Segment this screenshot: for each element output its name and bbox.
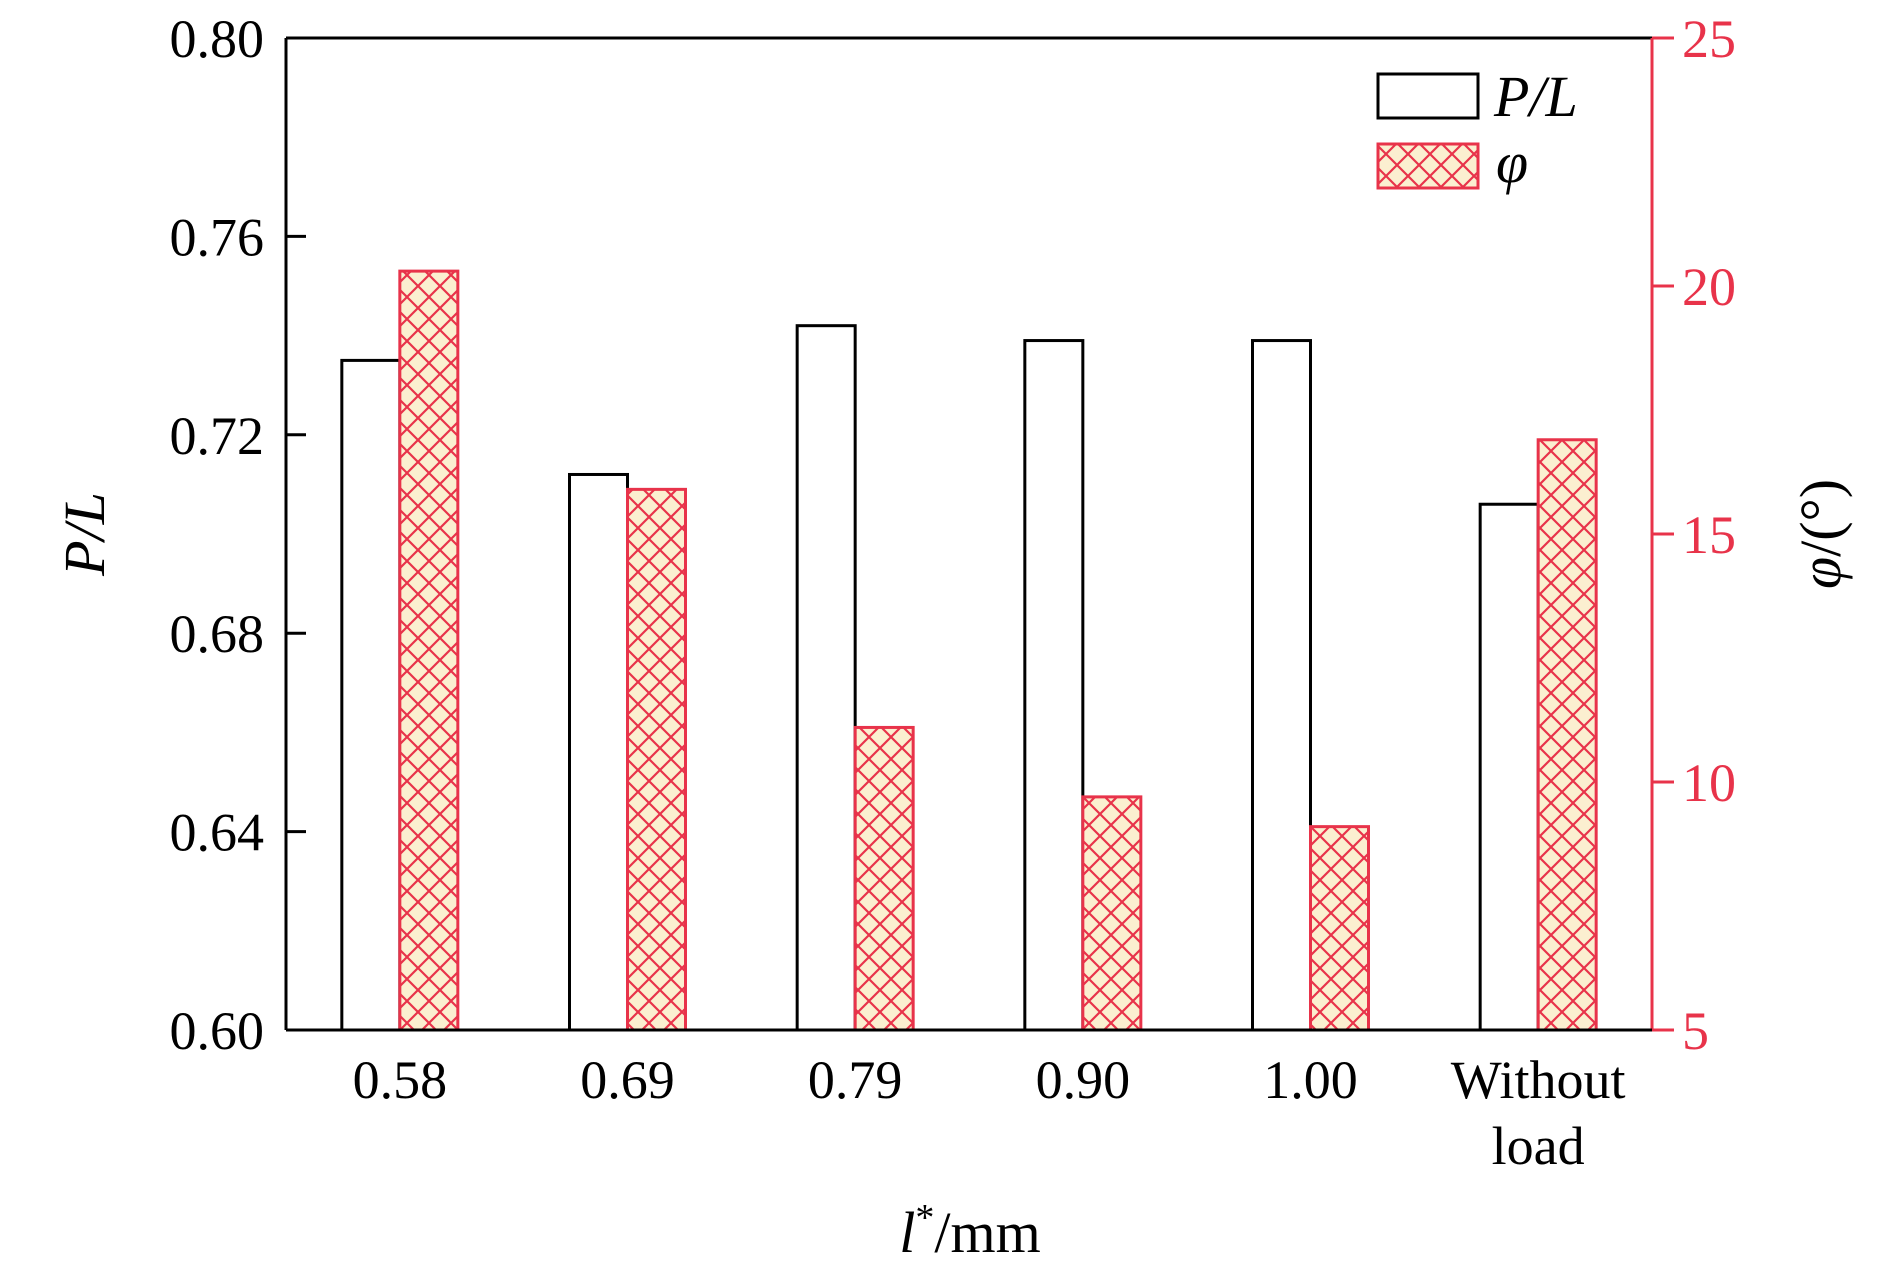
- x-tick-label-1: 0.69: [580, 1050, 675, 1110]
- legend-swatch-phi: [1376, 142, 1480, 190]
- bar-phi-5: [1536, 438, 1598, 1032]
- legend-label-phi: φ: [1496, 130, 1528, 195]
- x-tick-label-5: Without: [1451, 1050, 1626, 1110]
- bar-phi-3: [1081, 795, 1143, 1032]
- x-tick-label-2: 0.79: [808, 1050, 903, 1110]
- left-tick-label-1: 0.64: [170, 803, 265, 863]
- right-tick-label-1: 10: [1682, 753, 1736, 813]
- bar-phi-1: [626, 487, 687, 1032]
- left-tick-label-3: 0.72: [170, 406, 265, 466]
- x-tick-label-5-line-1: load: [1492, 1116, 1585, 1176]
- bar-pl-4: [1251, 339, 1312, 1032]
- x-tick-label-4: 1.00: [1263, 1050, 1358, 1110]
- legend: P/Lφ: [1376, 64, 1578, 195]
- left-axis-title: P/L: [52, 492, 117, 577]
- bar-phi-0: [398, 269, 460, 1032]
- left-tick-label-2: 0.68: [170, 604, 265, 664]
- bar-pl-3: [1023, 339, 1085, 1032]
- left-tick-label-5: 0.80: [170, 9, 265, 69]
- bar-phi-4: [1309, 825, 1370, 1032]
- bar-phi-2: [853, 725, 915, 1032]
- x-axis-title: l*/mm: [899, 1197, 1040, 1265]
- x-tick-label-0: 0.58: [353, 1050, 448, 1110]
- right-axis-title: φ/(°): [1788, 479, 1853, 589]
- left-tick-label-4: 0.76: [170, 207, 265, 267]
- x-tick-label-3: 0.90: [1036, 1050, 1131, 1110]
- plot-area: 0.60 0.64 0.68 0.72 0.76 0.80 5 10 15 20 25 0.58 0.6…: [52, 9, 1853, 1265]
- left-tick-label-0: 0.60: [170, 1001, 265, 1061]
- bar-pl-0: [340, 358, 402, 1032]
- legend-label-pl: P/L: [1493, 64, 1578, 129]
- legend-swatch-pl: [1376, 72, 1480, 120]
- right-tick-label-2: 15: [1682, 505, 1736, 565]
- right-tick-label-4: 25: [1682, 9, 1736, 69]
- right-tick-label-0: 5: [1682, 1001, 1709, 1061]
- bar-pl-1: [568, 472, 629, 1032]
- right-tick-label-3: 20: [1682, 257, 1736, 317]
- bar-pl-2: [795, 324, 857, 1032]
- bar-pl-5: [1478, 502, 1540, 1032]
